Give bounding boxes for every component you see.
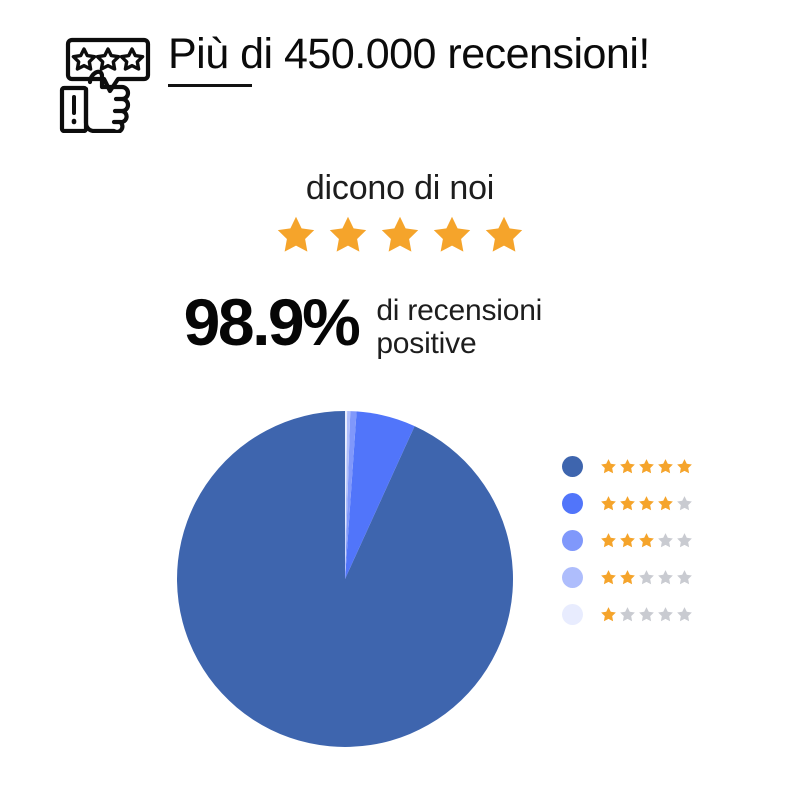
star-icon bbox=[639, 496, 654, 511]
star-icon bbox=[658, 496, 673, 511]
star-icon bbox=[639, 533, 654, 548]
star-icon bbox=[329, 216, 367, 252]
legend-color-dot bbox=[562, 567, 583, 588]
legend-row[interactable] bbox=[562, 596, 695, 633]
legend-star-rating bbox=[600, 569, 695, 586]
subtitle: dicono di noi bbox=[305, 169, 495, 207]
legend-color-dot bbox=[562, 493, 583, 514]
legend-row[interactable] bbox=[562, 448, 695, 485]
star-empty-icon bbox=[658, 607, 673, 622]
star-empty-icon bbox=[658, 570, 673, 585]
star-empty-icon bbox=[677, 607, 692, 622]
legend-row[interactable] bbox=[562, 522, 695, 559]
star-empty-icon bbox=[620, 607, 635, 622]
star-empty-icon bbox=[639, 607, 654, 622]
star-icon bbox=[601, 496, 616, 511]
pie-chart bbox=[177, 410, 514, 747]
star-icon bbox=[639, 459, 654, 474]
legend-color-dot bbox=[562, 456, 583, 477]
page-title: Più di 450.000 recensioni! bbox=[168, 30, 650, 78]
pie-slice bbox=[345, 410, 348, 579]
star-empty-icon bbox=[639, 570, 654, 585]
star-icon bbox=[620, 496, 635, 511]
title-underline-rule bbox=[168, 84, 252, 87]
star-icon bbox=[277, 216, 315, 252]
legend-row[interactable] bbox=[562, 485, 695, 522]
star-icon bbox=[677, 459, 692, 474]
pie-slices bbox=[177, 410, 514, 747]
header: Più di 450.000 recensioni! bbox=[0, 0, 800, 150]
star-empty-icon bbox=[677, 533, 692, 548]
pie-slice bbox=[345, 411, 351, 579]
pie-slice bbox=[345, 411, 357, 579]
star-empty-icon bbox=[658, 533, 673, 548]
star-icon bbox=[601, 533, 616, 548]
reviews-distribution-chart bbox=[0, 396, 800, 800]
legend-star-rating bbox=[600, 495, 695, 512]
hero-star-rating bbox=[0, 214, 800, 262]
star-icon bbox=[601, 607, 616, 622]
pie-slice bbox=[177, 411, 514, 747]
positive-reviews-stat: 98.9% di recensioni positive bbox=[0, 286, 800, 360]
star-icon bbox=[620, 533, 635, 548]
legend-star-rating bbox=[600, 532, 695, 549]
star-empty-icon bbox=[677, 570, 692, 585]
star-icon bbox=[620, 570, 635, 585]
chart-legend bbox=[562, 448, 695, 633]
star-icon bbox=[658, 459, 673, 474]
star-icon bbox=[433, 216, 471, 252]
star-icon bbox=[381, 216, 419, 252]
star-icon bbox=[620, 459, 635, 474]
stat-percent-label: di recensioni positive bbox=[376, 294, 543, 360]
legend-row[interactable] bbox=[562, 559, 695, 596]
star-icon bbox=[485, 216, 523, 252]
star-icon bbox=[601, 459, 616, 474]
pie-slice bbox=[345, 411, 415, 579]
stat-percent-value: 98.9% bbox=[183, 285, 361, 359]
legend-color-dot bbox=[562, 530, 583, 551]
legend-color-dot bbox=[562, 604, 583, 625]
legend-star-rating bbox=[600, 458, 695, 475]
thumbs-up-review-badge-icon bbox=[52, 27, 158, 134]
star-empty-icon bbox=[677, 496, 692, 511]
legend-star-rating bbox=[600, 606, 695, 623]
star-icon bbox=[601, 570, 616, 585]
